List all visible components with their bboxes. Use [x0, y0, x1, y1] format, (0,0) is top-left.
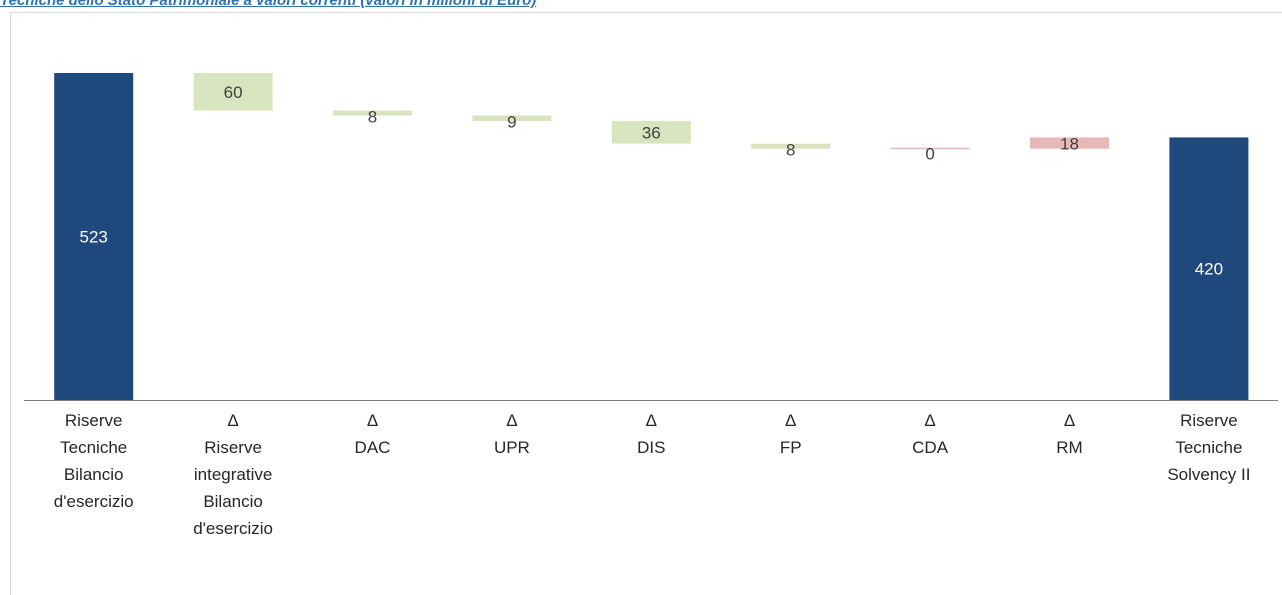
category-label-line: Δ — [924, 411, 935, 430]
category-label: Δ CDA — [912, 411, 949, 457]
bars-layer — [54, 73, 1249, 400]
total-bar — [54, 73, 134, 400]
delta-bar — [333, 110, 412, 116]
category-label: Δ UPR — [494, 411, 530, 457]
delta-bar — [751, 143, 831, 149]
category-labels-layer: Riserve Tecniche Bilancio d'esercizio Δ Riser… — [54, 411, 1251, 538]
bar-labels-layer: 523 60 8 9 36 8 0 18 420 — [80, 83, 1224, 279]
delta-value-label: 8 — [786, 141, 795, 160]
category-label-line: FP — [780, 438, 802, 457]
category-label: Δ Riserve integrative Bilancio d'esercizio — [193, 411, 273, 538]
category-label: Δ DAC — [355, 411, 391, 457]
category-label-line: Riserve — [1180, 411, 1238, 430]
category-label-line: RM — [1056, 438, 1082, 457]
delta-bar — [193, 73, 273, 111]
category-label: Δ DIS — [637, 411, 665, 457]
category-label-line: Bilancio — [64, 465, 124, 484]
category-label: Riserve Tecniche Bilancio d'esercizio — [54, 411, 134, 511]
chart-title: Tecniche dello Stato Patrimoniale a valo… — [0, 0, 537, 9]
category-label-line: Bilancio — [203, 492, 263, 511]
delta-bar — [472, 115, 552, 122]
delta-bar — [890, 147, 970, 150]
category-label-line: DAC — [355, 438, 391, 457]
category-label-line: Tecniche — [1175, 438, 1242, 457]
category-label-line: Δ — [646, 411, 657, 430]
total-value-label: 523 — [80, 228, 108, 247]
delta-value-label: 0 — [925, 145, 934, 164]
delta-bar — [611, 121, 691, 144]
delta-value-label: 8 — [368, 108, 377, 127]
category-label-line: d'esercizio — [193, 519, 273, 538]
category-label: Δ FP — [780, 411, 802, 457]
delta-bar — [1030, 137, 1109, 149]
category-label: Riserve Tecniche Solvency II — [1167, 411, 1250, 484]
category-label-line: Δ — [367, 411, 378, 430]
category-label-line: Riserve — [204, 438, 262, 457]
total-bar — [1169, 137, 1249, 400]
delta-value-label: 18 — [1060, 134, 1079, 153]
category-label-line: Riserve — [65, 411, 123, 430]
category-label-line: Δ — [506, 411, 517, 430]
category-label-line: DIS — [637, 438, 665, 457]
category-label-line: Δ — [785, 411, 796, 430]
delta-value-label: 9 — [507, 113, 516, 132]
category-label: Δ RM — [1056, 411, 1082, 457]
category-label-line: UPR — [494, 438, 530, 457]
category-label-line: d'esercizio — [54, 492, 134, 511]
category-label-line: integrative — [194, 465, 272, 484]
delta-value-label: 60 — [224, 83, 243, 102]
total-value-label: 420 — [1195, 260, 1223, 279]
chart-frame — [10, 12, 1282, 595]
category-label-line: CDA — [912, 438, 949, 457]
category-label-line: Solvency II — [1167, 465, 1250, 484]
category-label-line: Δ — [1064, 411, 1075, 430]
category-label-line: Tecniche — [60, 438, 127, 457]
category-label-line: Δ — [227, 411, 238, 430]
delta-value-label: 36 — [642, 123, 661, 142]
